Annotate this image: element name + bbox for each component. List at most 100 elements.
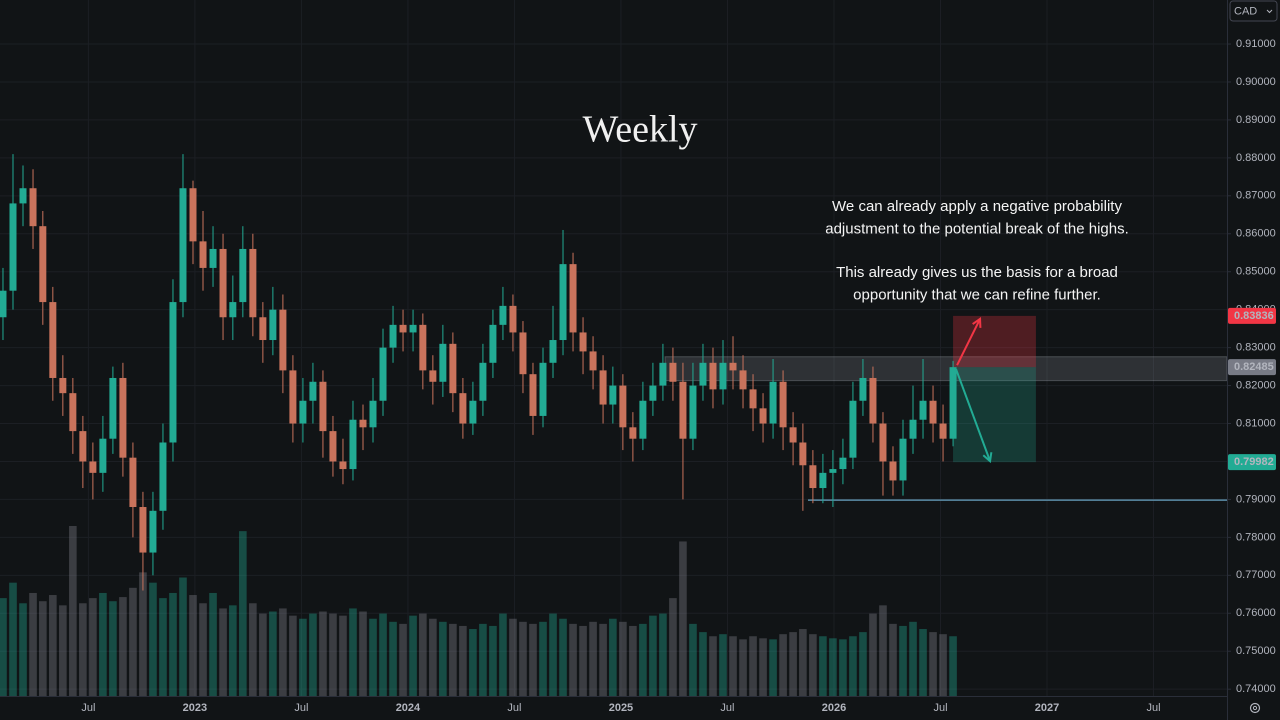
price-tag xyxy=(1228,454,1276,471)
y-tick-label: 0.90000 xyxy=(1236,76,1276,88)
candle-body xyxy=(449,343,457,394)
settings-icon[interactable] xyxy=(1249,702,1261,714)
volume-bar xyxy=(0,598,7,696)
candle-body xyxy=(339,461,347,470)
y-tick-label: 0.87000 xyxy=(1236,190,1276,202)
candle-body xyxy=(669,362,677,382)
volume-bar xyxy=(869,613,877,696)
stop-arrow xyxy=(956,318,981,366)
volume-bar xyxy=(729,636,737,696)
volume-bar xyxy=(199,603,207,696)
volume-bar xyxy=(109,601,117,696)
price-tag-label: 0.79982 xyxy=(1234,456,1274,468)
volume-bar xyxy=(119,597,127,696)
candle-body xyxy=(789,427,797,443)
volume-bar xyxy=(459,625,467,696)
x-tick-label: 2025 xyxy=(609,702,633,714)
volume-bar xyxy=(549,613,557,696)
candle-body xyxy=(609,385,617,405)
x-tick-label: Jul xyxy=(720,702,734,714)
candle-body xyxy=(249,248,257,318)
axes: 0.74000 0.75000 0.76000 0.77000 0.78000 0.790… xyxy=(81,38,1276,714)
volume-bar xyxy=(309,613,317,696)
volume-bar xyxy=(569,623,577,696)
volume-bar xyxy=(929,632,937,696)
candle-body xyxy=(839,457,847,470)
candle-body xyxy=(659,362,667,386)
x-tick-label: 2027 xyxy=(1035,702,1059,714)
candle-body xyxy=(679,381,687,439)
candle-body xyxy=(209,248,217,268)
y-tick-label: 0.76000 xyxy=(1236,607,1276,619)
candle-body xyxy=(579,332,587,352)
volume-bar xyxy=(149,582,157,696)
volume-bar xyxy=(859,632,867,696)
volume-bar xyxy=(699,632,707,696)
candle-body xyxy=(29,188,37,227)
candle-body xyxy=(569,264,577,333)
currency-box[interactable] xyxy=(1229,0,1278,22)
candle-body xyxy=(39,226,47,303)
volume-bar xyxy=(89,598,97,696)
price-tag-label: 0.83836 xyxy=(1234,310,1274,322)
candle-body xyxy=(359,419,367,428)
candle-body xyxy=(699,362,707,386)
note-text: opportunity that we can refine further. xyxy=(853,286,1101,303)
candle-body xyxy=(239,248,247,303)
candle-body xyxy=(539,362,547,416)
candle-body xyxy=(439,343,447,382)
candle-body xyxy=(949,367,957,439)
x-tick-label: 2023 xyxy=(183,702,207,714)
candle-body xyxy=(389,324,397,348)
price-tag xyxy=(1228,307,1276,324)
volume-bar xyxy=(219,608,227,696)
volume-bar xyxy=(409,615,417,696)
candle-body xyxy=(9,203,17,291)
y-tick-label: 0.85000 xyxy=(1236,266,1276,278)
candle-body xyxy=(899,438,907,481)
candle-body xyxy=(159,442,167,511)
candle-body xyxy=(639,400,647,439)
x-tick-label: Jul xyxy=(933,702,947,714)
volume-bar xyxy=(679,541,687,696)
note-text: We can already apply a negative probabil… xyxy=(832,198,1122,215)
volume-bar xyxy=(59,605,67,696)
candle-body xyxy=(799,442,807,466)
volume-bar xyxy=(559,618,567,696)
candle-body xyxy=(759,408,767,424)
volume-bar xyxy=(159,598,167,696)
volume-bar xyxy=(809,634,817,696)
x-tick-label: Jul xyxy=(1146,702,1160,714)
candle-body xyxy=(349,419,357,470)
settings-button[interactable] xyxy=(1249,702,1261,714)
volume-bar xyxy=(489,625,497,696)
chart-title: Weekly xyxy=(582,109,697,151)
price-tag xyxy=(1228,359,1276,376)
y-tick-label: 0.83000 xyxy=(1236,342,1276,354)
volume-bar xyxy=(849,636,857,696)
y-tick-label: 0.77000 xyxy=(1236,569,1276,581)
volume-bar xyxy=(439,621,447,696)
volume-bar xyxy=(619,621,627,696)
x-tick-label: 2026 xyxy=(822,702,846,714)
volume-bar xyxy=(319,611,327,696)
y-tick-label: 0.81000 xyxy=(1236,417,1276,429)
candle-body xyxy=(589,351,597,371)
candle-body xyxy=(259,317,267,341)
x-tick-label: Jul xyxy=(81,702,95,714)
y-tick-label: 0.82000 xyxy=(1236,379,1276,391)
currency[interactable]: CAD xyxy=(1234,5,1257,17)
x-tick-label: 2024 xyxy=(396,702,421,714)
currency-selector[interactable]: CAD xyxy=(1229,0,1278,22)
volume-bar xyxy=(909,621,917,696)
candle-body xyxy=(909,419,917,439)
volume-bar xyxy=(279,608,287,696)
candle-body xyxy=(499,305,507,325)
volume-bar xyxy=(379,613,387,696)
candle-body xyxy=(379,347,387,401)
candle-body xyxy=(19,188,27,204)
volume-bar xyxy=(649,615,657,696)
volume-bar xyxy=(509,618,517,696)
volume-bar xyxy=(769,639,777,696)
volume-bar xyxy=(719,634,727,696)
